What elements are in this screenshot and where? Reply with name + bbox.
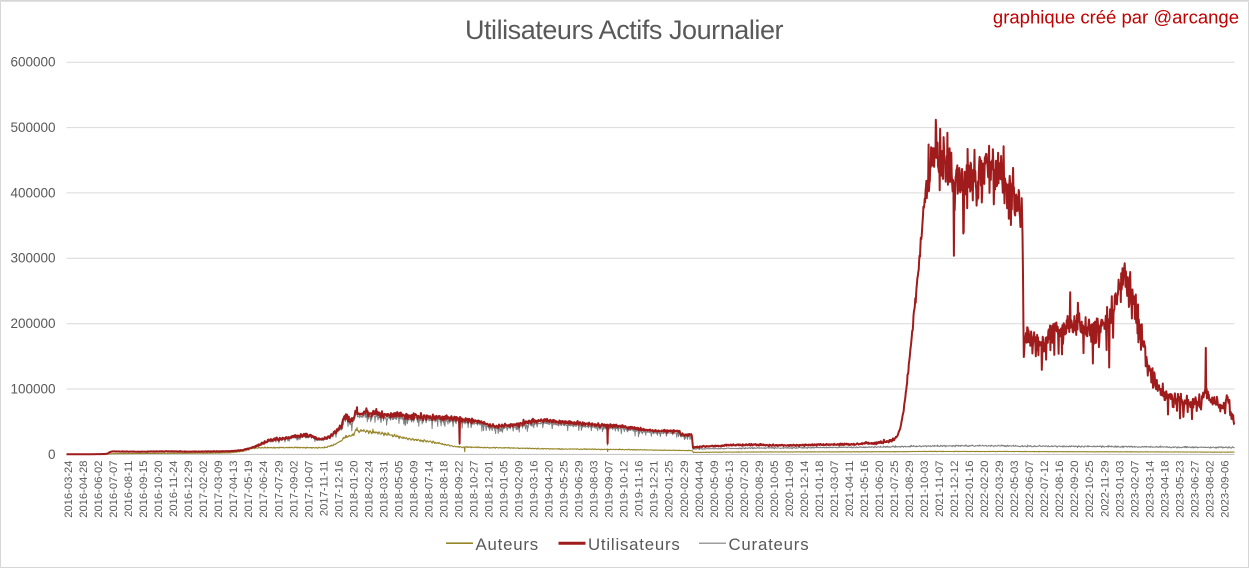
svg-text:2022-05-03: 2022-05-03: [1009, 461, 1021, 518]
svg-text:2022-03-29: 2022-03-29: [994, 461, 1006, 518]
svg-text:2021-01-18: 2021-01-18: [814, 461, 826, 518]
svg-text:2017-03-09: 2017-03-09: [213, 461, 225, 518]
svg-text:2020-11-09: 2020-11-09: [784, 461, 796, 517]
svg-text:2019-06-29: 2019-06-29: [574, 461, 586, 518]
svg-text:2023-02-07: 2023-02-07: [1129, 461, 1141, 518]
svg-text:2023-03-14: 2023-03-14: [1144, 461, 1156, 518]
svg-text:0: 0: [48, 447, 56, 462]
svg-text:2018-02-24: 2018-02-24: [363, 461, 375, 518]
svg-text:2022-10-25: 2022-10-25: [1084, 461, 1096, 518]
svg-text:300000: 300000: [10, 251, 55, 266]
svg-text:2017-06-24: 2017-06-24: [258, 461, 270, 518]
svg-text:2019-11-16: 2019-11-16: [634, 461, 646, 517]
svg-text:2018-12-01: 2018-12-01: [484, 461, 496, 518]
svg-text:2021-07-25: 2021-07-25: [889, 461, 901, 518]
svg-text:2017-11-11: 2017-11-11: [318, 461, 330, 517]
svg-text:2016-09-15: 2016-09-15: [138, 461, 150, 518]
svg-text:2017-09-02: 2017-09-02: [288, 461, 300, 518]
svg-text:Auteurs: Auteurs: [476, 535, 539, 554]
svg-text:2021-05-16: 2021-05-16: [859, 461, 871, 518]
svg-text:2020-02-29: 2020-02-29: [679, 461, 691, 518]
svg-text:2021-12-12: 2021-12-12: [949, 461, 961, 518]
svg-text:2022-11-29: 2022-11-29: [1099, 461, 1111, 517]
svg-text:2019-03-16: 2019-03-16: [529, 461, 541, 518]
svg-text:2023-06-27: 2023-06-27: [1189, 461, 1201, 518]
svg-text:2016-10-20: 2016-10-20: [153, 461, 165, 518]
svg-text:2019-08-03: 2019-08-03: [589, 461, 601, 518]
svg-text:2023-08-02: 2023-08-02: [1204, 461, 1216, 518]
svg-text:600000: 600000: [10, 55, 55, 70]
svg-text:2018-07-14: 2018-07-14: [423, 461, 435, 518]
svg-text:2017-02-02: 2017-02-02: [198, 461, 210, 518]
svg-text:2023-04-18: 2023-04-18: [1159, 461, 1171, 518]
svg-text:2018-05-05: 2018-05-05: [393, 461, 405, 518]
svg-text:2021-08-29: 2021-08-29: [904, 461, 916, 518]
svg-text:2016-11-24: 2016-11-24: [168, 461, 180, 517]
svg-text:2020-04-04: 2020-04-04: [694, 461, 706, 518]
svg-text:2021-03-07: 2021-03-07: [829, 461, 841, 518]
svg-text:400000: 400000: [10, 185, 55, 200]
svg-text:2022-09-20: 2022-09-20: [1069, 461, 1081, 518]
svg-text:500000: 500000: [10, 120, 55, 135]
svg-text:2017-04-13: 2017-04-13: [228, 461, 240, 518]
svg-text:2020-10-05: 2020-10-05: [769, 461, 781, 518]
svg-text:2020-05-09: 2020-05-09: [709, 461, 721, 518]
svg-text:100000: 100000: [10, 381, 55, 396]
svg-text:2022-08-16: 2022-08-16: [1054, 461, 1066, 518]
svg-text:Curateurs: Curateurs: [729, 535, 810, 554]
svg-text:2019-05-25: 2019-05-25: [559, 461, 571, 518]
svg-text:2016-07-07: 2016-07-07: [108, 461, 120, 518]
svg-text:2019-10-12: 2019-10-12: [619, 461, 631, 518]
svg-text:2016-08-11: 2016-08-11: [123, 461, 135, 517]
svg-text:2016-04-28: 2016-04-28: [78, 461, 90, 518]
svg-text:2022-01-16: 2022-01-16: [964, 461, 976, 518]
svg-text:2020-12-14: 2020-12-14: [799, 461, 811, 518]
svg-text:2022-07-12: 2022-07-12: [1039, 461, 1051, 518]
svg-text:2021-10-03: 2021-10-03: [919, 461, 931, 518]
svg-text:2021-06-20: 2021-06-20: [874, 461, 886, 518]
svg-text:2021-04-11: 2021-04-11: [844, 461, 856, 517]
svg-text:2016-03-24: 2016-03-24: [63, 461, 75, 518]
svg-text:2023-09-06: 2023-09-06: [1219, 461, 1231, 518]
svg-text:2018-03-31: 2018-03-31: [378, 461, 390, 518]
svg-text:200000: 200000: [10, 316, 55, 331]
svg-text:2017-05-19: 2017-05-19: [243, 461, 255, 518]
svg-text:2022-06-07: 2022-06-07: [1024, 461, 1036, 518]
svg-text:2020-06-13: 2020-06-13: [724, 461, 736, 518]
svg-text:2018-06-09: 2018-06-09: [408, 461, 420, 518]
svg-text:Utilisateurs: Utilisateurs: [588, 535, 681, 554]
svg-text:graphique créé par @arcange: graphique créé par @arcange: [993, 7, 1239, 28]
svg-text:2019-09-07: 2019-09-07: [604, 461, 616, 518]
svg-text:2019-01-05: 2019-01-05: [499, 461, 511, 518]
svg-text:Utilisateurs Actifs Journalier: Utilisateurs Actifs Journalier: [465, 15, 784, 45]
svg-text:2017-07-29: 2017-07-29: [273, 461, 285, 518]
svg-text:2020-08-29: 2020-08-29: [754, 461, 766, 518]
svg-text:2017-10-07: 2017-10-07: [303, 461, 315, 518]
svg-text:2020-07-20: 2020-07-20: [739, 461, 751, 518]
svg-text:2022-02-20: 2022-02-20: [979, 461, 991, 518]
svg-text:2023-05-23: 2023-05-23: [1174, 461, 1186, 518]
svg-text:2016-06-02: 2016-06-02: [93, 461, 105, 518]
svg-text:2023-01-03: 2023-01-03: [1114, 461, 1126, 518]
svg-text:2018-10-27: 2018-10-27: [469, 461, 481, 518]
svg-text:2020-01-25: 2020-01-25: [664, 461, 676, 518]
svg-text:2021-11-07: 2021-11-07: [934, 461, 946, 517]
svg-text:2018-08-18: 2018-08-18: [439, 461, 451, 518]
svg-text:2016-12-29: 2016-12-29: [183, 461, 195, 518]
svg-text:2019-12-21: 2019-12-21: [649, 461, 661, 518]
svg-text:2019-04-20: 2019-04-20: [544, 461, 556, 518]
svg-text:2018-01-20: 2018-01-20: [348, 461, 360, 518]
svg-text:2017-12-16: 2017-12-16: [333, 461, 345, 518]
svg-text:2018-09-22: 2018-09-22: [454, 461, 466, 518]
svg-text:2019-02-09: 2019-02-09: [514, 461, 526, 518]
